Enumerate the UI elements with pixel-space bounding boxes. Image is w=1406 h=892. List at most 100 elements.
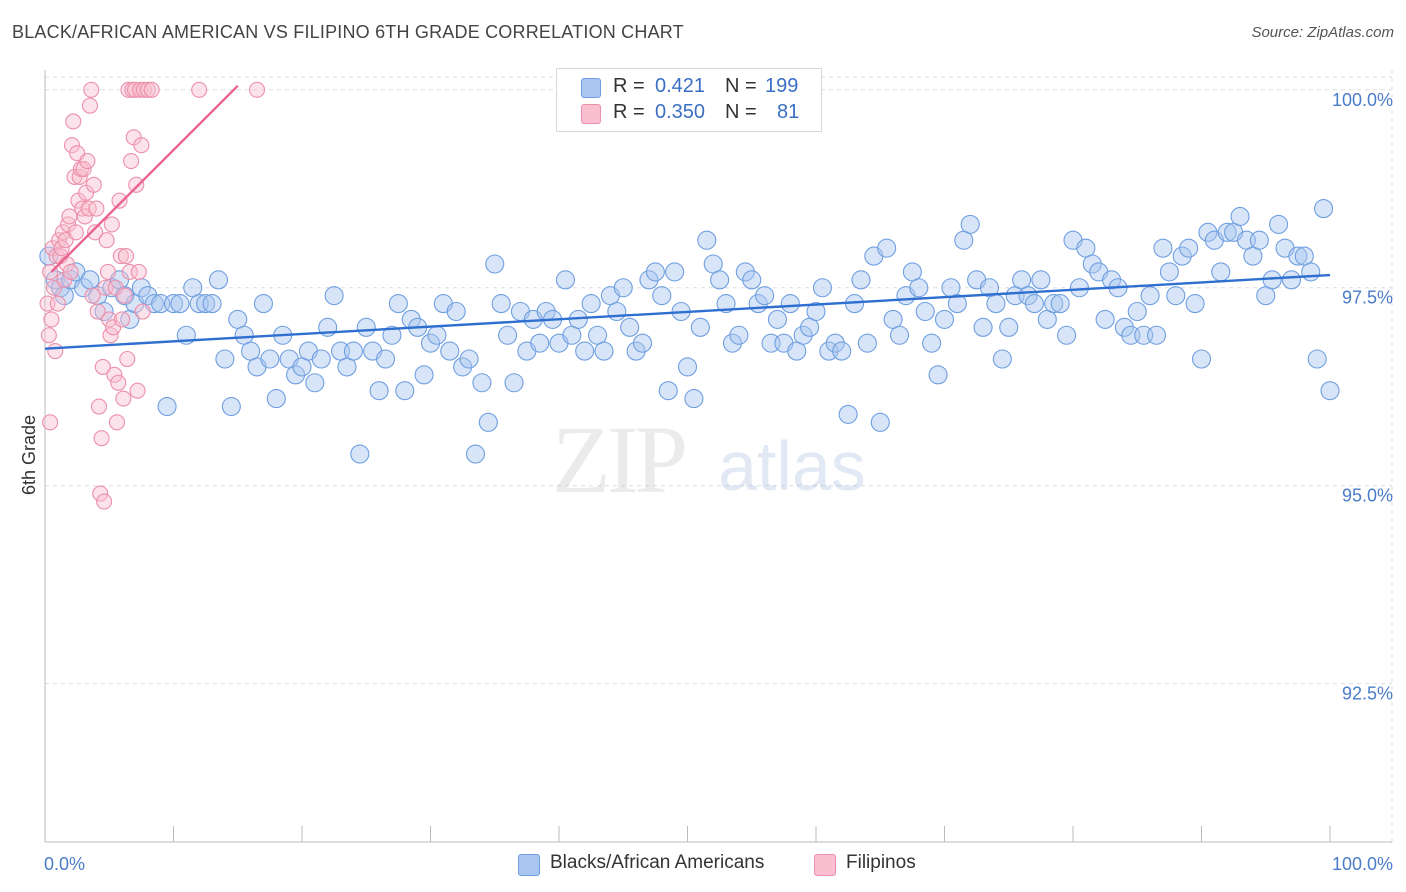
point-filipinos <box>63 137 81 154</box>
point-blacks <box>491 294 511 314</box>
point-blacks <box>420 333 441 353</box>
point-filipinos <box>67 224 84 241</box>
point-blacks <box>253 294 274 314</box>
watermark-zip: ZIP <box>552 406 685 513</box>
point-blacks <box>1159 262 1179 282</box>
point-filipinos <box>89 303 106 320</box>
point-blacks <box>838 404 858 424</box>
point-blacks <box>1102 270 1122 290</box>
point-blacks <box>465 444 486 464</box>
point-blacks <box>1114 317 1134 337</box>
point-blacks <box>1198 222 1218 242</box>
point-blacks <box>755 286 775 306</box>
point-blacks <box>472 373 492 393</box>
point-blacks <box>620 317 640 337</box>
point-filipinos <box>191 81 208 98</box>
point-blacks <box>742 270 762 290</box>
point-blacks <box>1140 286 1160 306</box>
legend-n-label: N = <box>725 101 757 123</box>
point-blacks <box>1044 294 1064 314</box>
point-blacks <box>581 294 601 314</box>
point-blacks <box>999 317 1019 337</box>
point-blacks <box>677 357 698 377</box>
point-blacks <box>478 412 498 432</box>
point-filipinos <box>106 366 123 383</box>
trendline-blacks <box>44 273 1331 350</box>
point-filipinos <box>143 81 160 98</box>
point-blacks <box>722 333 743 353</box>
y-tick-label: 97.5% <box>1342 288 1393 308</box>
point-filipinos <box>94 358 111 375</box>
legend-r-label: R = <box>613 75 645 97</box>
point-blacks <box>80 270 100 290</box>
point-blacks <box>1153 238 1173 258</box>
point-blacks <box>780 294 800 314</box>
point-filipinos <box>98 232 115 249</box>
point-blacks <box>806 301 826 322</box>
point-filipinos <box>105 319 122 336</box>
legend-n-label: N = <box>725 75 757 97</box>
point-blacks <box>459 349 479 369</box>
point-blacks <box>446 301 466 322</box>
point-blacks <box>729 325 749 345</box>
bottom-legend-label-blacks: Blacks/African Americans <box>550 852 765 873</box>
point-blacks <box>453 357 473 377</box>
point-filipinos <box>121 263 138 280</box>
point-blacks <box>960 214 980 234</box>
point-blacks <box>1166 286 1186 306</box>
point-blacks <box>922 333 942 353</box>
point-blacks <box>440 341 460 361</box>
point-blacks <box>1288 246 1308 266</box>
point-blacks <box>286 365 306 385</box>
point-blacks <box>266 389 286 409</box>
legend-swatch-filipinos <box>581 104 601 124</box>
legend-r-value: 0.421 <box>655 75 706 97</box>
point-filipinos <box>92 485 109 502</box>
y-tick-label: 92.5% <box>1342 684 1393 704</box>
point-blacks <box>221 396 241 417</box>
legend-n-value: 199 <box>765 75 799 97</box>
point-filipinos <box>116 287 133 304</box>
point-filipinos <box>123 153 140 170</box>
point-blacks <box>555 270 575 290</box>
point-blacks <box>947 294 967 314</box>
axes <box>44 70 1392 843</box>
point-blacks <box>1314 199 1334 219</box>
legend-n-value: 81 <box>777 101 800 123</box>
point-filipinos <box>126 81 143 98</box>
point-blacks <box>793 325 813 345</box>
point-blacks <box>613 278 633 298</box>
point-blacks <box>1031 270 1051 290</box>
point-blacks <box>1057 325 1077 345</box>
point-blacks <box>163 294 184 314</box>
point-blacks <box>356 317 376 337</box>
legend-swatch-blacks <box>581 78 601 98</box>
point-blacks <box>1185 294 1205 314</box>
point-blacks <box>427 325 447 345</box>
point-blacks <box>202 294 222 314</box>
x-tick-label-max: 100.0% <box>1332 854 1393 874</box>
point-blacks <box>260 349 280 369</box>
point-blacks <box>735 262 755 282</box>
point-blacks <box>658 381 678 401</box>
point-filipinos <box>130 263 147 280</box>
watermark: ZIP atlas <box>552 406 866 513</box>
point-blacks <box>928 365 948 385</box>
x-tick-label-min: 0.0% <box>44 854 85 874</box>
point-blacks <box>690 317 710 337</box>
point-filipinos <box>75 160 92 178</box>
y-axis-title: 6th Grade <box>19 415 39 495</box>
point-blacks <box>973 317 993 337</box>
chart-title: BLACK/AFRICAN AMERICAN VS FILIPINO 6TH G… <box>12 22 684 42</box>
point-filipinos <box>61 208 78 225</box>
point-blacks <box>645 262 665 282</box>
point-blacks <box>369 381 389 401</box>
y-tick-label: 95.0% <box>1342 486 1393 506</box>
point-blacks <box>607 301 627 322</box>
point-blacks <box>1095 309 1115 329</box>
point-blacks <box>909 278 929 298</box>
point-blacks <box>825 333 845 353</box>
point-filipinos <box>112 248 129 265</box>
bottom-legend-swatch-filipinos <box>814 854 836 876</box>
